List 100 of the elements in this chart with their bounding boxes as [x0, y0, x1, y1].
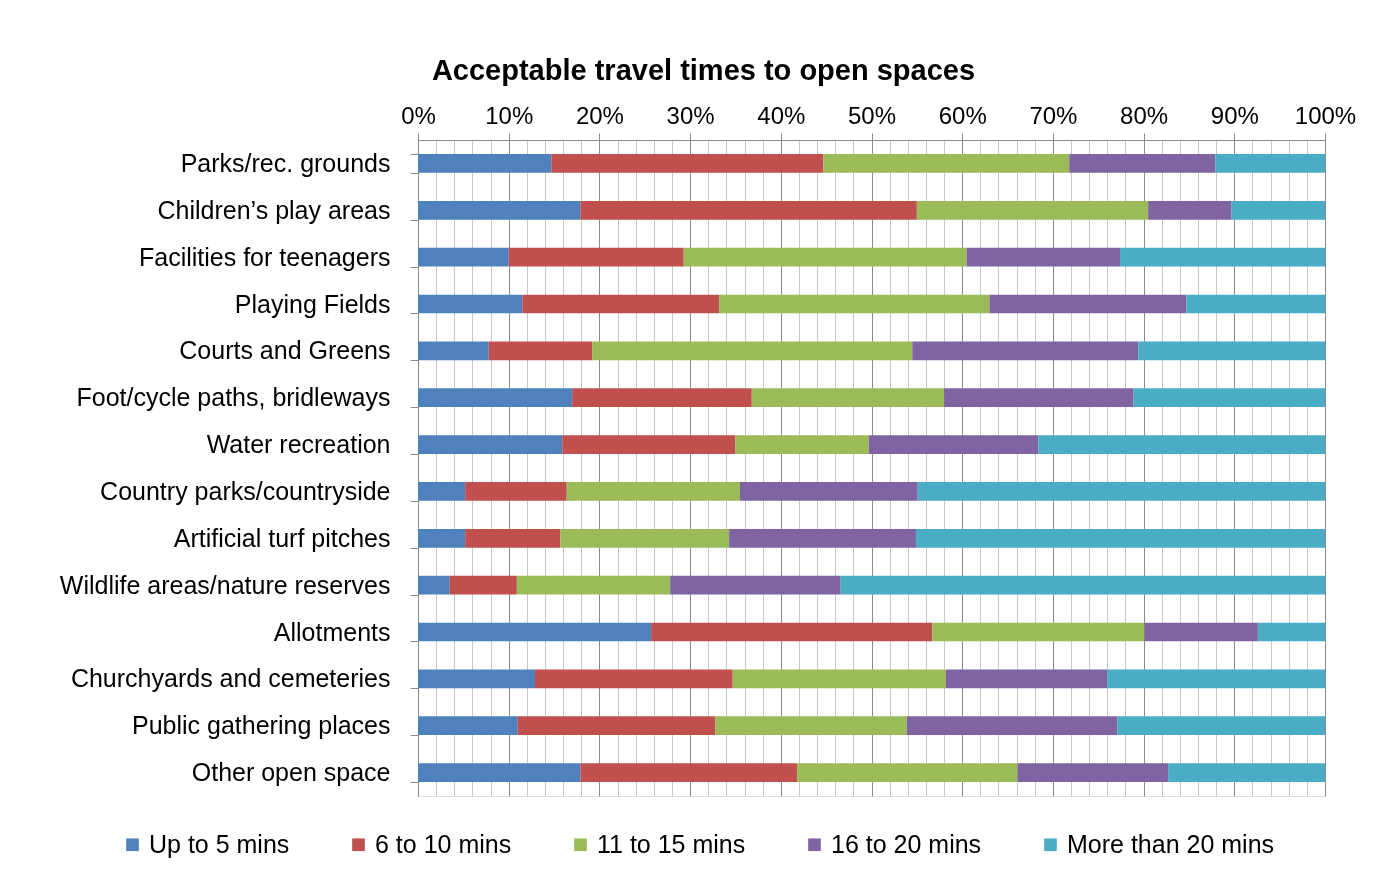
bar [715, 716, 907, 736]
bar [670, 575, 841, 595]
bar [449, 575, 517, 595]
bar [418, 622, 652, 642]
bar [1148, 200, 1232, 220]
bar [944, 388, 1134, 408]
bar [535, 669, 733, 689]
bar [797, 763, 1018, 782]
bar [868, 435, 1039, 454]
bar [1186, 294, 1325, 314]
bar [651, 622, 933, 642]
bar [418, 575, 450, 595]
bar [1144, 622, 1258, 642]
bar [418, 763, 581, 782]
bar [418, 435, 563, 454]
bar [732, 669, 946, 689]
bar [739, 482, 918, 501]
x-tick-label: 60% [938, 101, 987, 129]
legend-label: Up to 5 mins [149, 829, 290, 858]
bar [989, 294, 1187, 314]
bar [508, 247, 684, 267]
bar [418, 482, 466, 501]
y-tick-label: Artificial turf pitches [173, 523, 391, 552]
bar [1133, 388, 1325, 408]
bar [1231, 200, 1325, 220]
x-tick-label: 0% [401, 101, 436, 129]
bar [719, 294, 990, 314]
bar [916, 200, 1149, 220]
x-tick-label: 80% [1120, 101, 1169, 129]
y-tick-label: Other open space [191, 758, 391, 787]
bar [418, 341, 489, 361]
bar [592, 341, 913, 361]
bar [751, 388, 945, 408]
bar [1017, 763, 1169, 782]
y-tick-label: Allotments [273, 617, 391, 646]
bar [418, 294, 523, 314]
bar [418, 388, 573, 408]
x-tick-label: 50% [847, 101, 897, 129]
bar [418, 669, 535, 689]
y-tick-label: Public gathering places [132, 711, 391, 740]
y-tick-label: Courts and Greens [179, 336, 391, 365]
bar [1117, 716, 1325, 736]
legend-label: More than 20 mins [1067, 829, 1275, 858]
bar [1120, 247, 1325, 267]
bar [418, 200, 581, 220]
bar [580, 200, 917, 220]
legend-label: 16 to 20 mins [831, 829, 982, 858]
bar [1257, 622, 1325, 642]
chart-title: Acceptable travel times to open spaces [431, 54, 976, 86]
y-tick-label: Facilities for teenagers [138, 242, 391, 271]
x-tick-label: 100% [1294, 101, 1357, 129]
x-tick-label: 20% [575, 101, 624, 129]
x-tick-label: 90% [1210, 101, 1259, 129]
bar [418, 528, 466, 548]
y-tick-label: Water recreation [206, 430, 391, 459]
bar [915, 528, 1325, 548]
bar [932, 622, 1145, 642]
legend-label: 6 to 10 mins [375, 829, 512, 858]
bar [945, 669, 1108, 689]
x-tick-label: 30% [666, 101, 715, 129]
y-tick-label: Wildlife areas/nature reserves [59, 570, 391, 599]
bar [1168, 763, 1325, 782]
bar [566, 482, 740, 501]
bar [735, 435, 869, 454]
legend-label: 11 to 15 mins [597, 829, 746, 858]
y-tick-label: Churchyards and cemeteries [70, 664, 391, 693]
bar [917, 482, 1325, 501]
bar [1107, 669, 1325, 689]
bar [560, 528, 730, 548]
bar [418, 716, 518, 736]
bar [823, 154, 1070, 173]
bar [418, 247, 509, 267]
bar [465, 482, 567, 501]
y-tick-label: Country parks/countryside [100, 476, 391, 505]
bar [840, 575, 1325, 595]
bar [516, 575, 671, 595]
x-tick-label: 70% [1029, 101, 1078, 129]
bar [966, 247, 1121, 267]
x-tick-label: 40% [757, 101, 806, 129]
bar [906, 716, 1118, 736]
bar [465, 528, 561, 548]
bar [1038, 435, 1325, 454]
bar [562, 435, 736, 454]
bar [522, 294, 720, 314]
bar [580, 763, 798, 782]
bar [488, 341, 593, 361]
y-tick-label: Parks/rec. grounds [180, 148, 391, 177]
y-tick-label: Playing Fields [234, 289, 391, 318]
bar [418, 154, 552, 173]
x-tick-label: 10% [485, 101, 534, 129]
bar [517, 716, 716, 736]
bar [572, 388, 752, 408]
bar [551, 154, 824, 173]
bar [1215, 154, 1325, 173]
bar [1138, 341, 1325, 361]
bar [1069, 154, 1216, 173]
y-tick-label: Children’s play areas [157, 195, 391, 224]
bar [729, 528, 916, 548]
bar [683, 247, 967, 267]
y-tick-label: Foot/cycle paths, bridleways [76, 383, 391, 412]
